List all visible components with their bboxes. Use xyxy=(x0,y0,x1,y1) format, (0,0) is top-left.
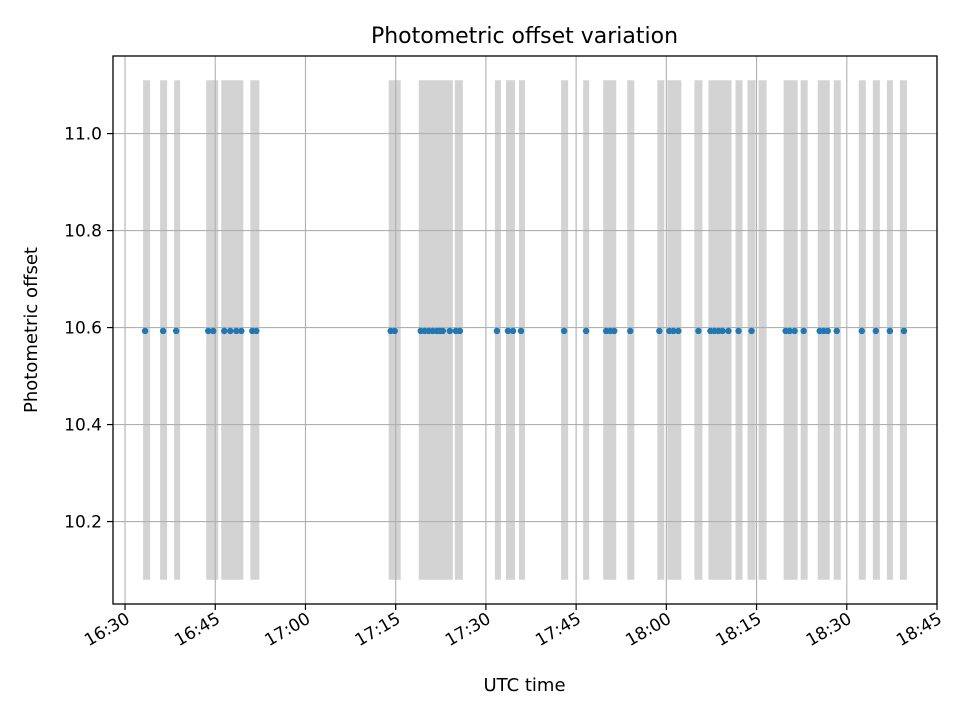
plot-frame xyxy=(112,55,938,605)
data-point xyxy=(221,327,228,335)
data-point xyxy=(886,327,894,335)
data-point xyxy=(238,327,245,335)
data-point xyxy=(391,327,398,335)
data-point xyxy=(695,327,702,335)
data-point xyxy=(446,327,454,335)
data-point xyxy=(675,327,682,335)
y-tick-label: 10.4 xyxy=(64,416,102,436)
data-points xyxy=(141,327,908,335)
data-point xyxy=(719,327,726,335)
data-point xyxy=(824,327,831,335)
data-point xyxy=(786,327,793,335)
data-point xyxy=(159,327,167,335)
data-point xyxy=(205,327,212,335)
y-axis-title: Photometric offset xyxy=(21,247,42,413)
y-tick-label: 11.0 xyxy=(64,125,102,145)
data-point xyxy=(439,327,447,335)
data-point xyxy=(172,327,180,335)
y-tick-label: 10.8 xyxy=(64,222,102,242)
data-point xyxy=(735,327,742,335)
data-point xyxy=(509,327,517,335)
data-point xyxy=(456,327,464,335)
data-point xyxy=(253,327,260,335)
data-point xyxy=(872,327,880,335)
chart-title: Photometric offset variation xyxy=(371,24,678,49)
exposure-band xyxy=(758,80,767,580)
data-point xyxy=(627,327,634,335)
data-point xyxy=(670,327,677,335)
data-point xyxy=(233,327,240,335)
data-point xyxy=(791,327,798,335)
x-axis-title: UTC time xyxy=(483,675,565,696)
data-point xyxy=(858,327,866,335)
data-point xyxy=(227,327,234,335)
data-point xyxy=(833,327,840,335)
y-tick-label: 10.2 xyxy=(64,513,102,533)
data-point xyxy=(210,327,217,335)
data-point xyxy=(517,327,525,335)
data-point xyxy=(493,327,501,335)
data-point xyxy=(611,327,618,335)
data-point xyxy=(560,327,568,335)
y-tick-label: 10.6 xyxy=(64,319,102,339)
data-point xyxy=(582,327,590,335)
data-point xyxy=(725,327,732,335)
data-point xyxy=(141,327,149,335)
data-point xyxy=(504,327,512,335)
y-axis-ticks: 10.2 10.4 10.6 10.8 11.0 xyxy=(64,125,113,533)
data-point xyxy=(748,327,755,335)
data-point xyxy=(656,327,663,335)
data-point xyxy=(800,327,807,335)
data-point xyxy=(900,327,908,335)
